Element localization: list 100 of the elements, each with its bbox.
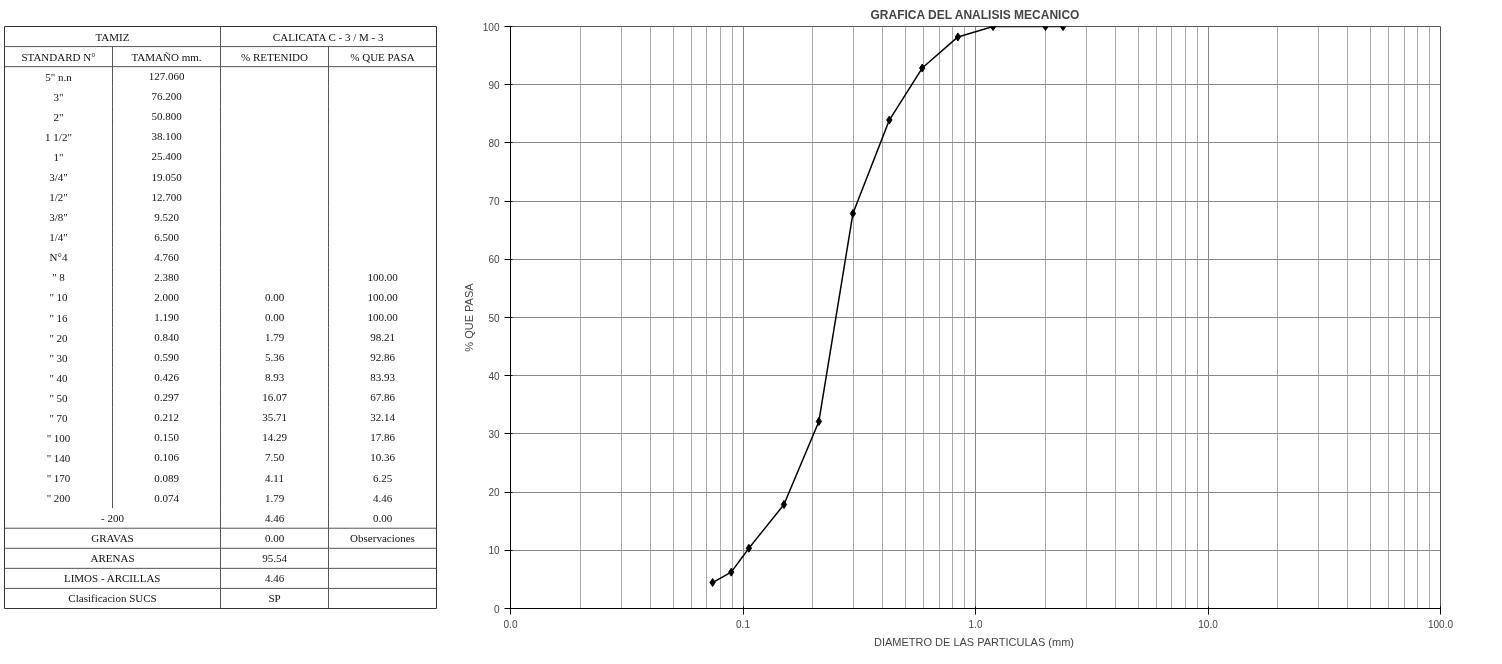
text: 83.93 (370, 371, 396, 384)
text: 9.520 (154, 210, 180, 223)
text: " 10 (49, 291, 69, 304)
text: TAMAÑO mm. (131, 50, 202, 63)
x-tick-label: 0.1 (736, 618, 751, 630)
text: 4.760 (154, 250, 180, 263)
text: 6.500 (154, 230, 180, 243)
text: 4.46 (264, 571, 285, 584)
text: CALICATA C - 3 / M - 3 (272, 30, 385, 43)
text: Clasificacion SUCS (68, 592, 157, 605)
text: 0.074 (154, 491, 180, 504)
text: TAMIZ (95, 30, 130, 43)
text: 1.79 (264, 331, 285, 344)
text: 100.00 (367, 290, 399, 303)
text: 2.000 (154, 290, 180, 303)
text: 4.11 (265, 471, 284, 484)
text: " 70 (49, 411, 69, 424)
y-tick-label: 10 (488, 545, 500, 557)
point (954, 32, 962, 42)
y-tick-label: 0 (493, 603, 500, 615)
text: 25.400 (151, 150, 183, 163)
text: " 40 (49, 371, 69, 384)
text: 0.297 (154, 391, 180, 404)
text: LIMOS - ARCILLAS (63, 572, 161, 585)
text: 76.200 (151, 90, 183, 103)
y-tick-label: 50 (488, 312, 500, 324)
text: STANDARD N° (21, 50, 96, 63)
y-tick-label: 80 (488, 137, 500, 149)
text: - 200 (101, 512, 125, 525)
text: ARENAS (90, 552, 135, 565)
x-tick-label: 10.0 (1198, 618, 1219, 630)
point (745, 543, 753, 553)
text: 14.29 (262, 431, 288, 444)
text: " 140 (46, 451, 71, 464)
point (815, 416, 823, 426)
text: GRAVAS (91, 532, 134, 545)
y-tick-label: 30 (488, 428, 500, 440)
y-tick-label: 60 (488, 254, 500, 266)
text: 5.36 (264, 351, 285, 364)
text: 0.840 (154, 331, 180, 344)
text: 95.54 (262, 551, 288, 564)
text: 1 1/2" (45, 130, 72, 143)
text: 67.86 (370, 391, 396, 404)
text: 100.00 (367, 270, 399, 283)
text: 8.93 (264, 371, 285, 384)
text: 3/8" (49, 211, 68, 224)
text: 1" (53, 150, 64, 163)
text: " 200 (46, 492, 71, 505)
text: 19.050 (151, 170, 183, 183)
chart-title: GRAFICA DEL ANALISIS MECANICO (870, 7, 1080, 22)
text: 17.86 (370, 431, 396, 444)
x-tick-label: 100.0 (1427, 618, 1454, 630)
point (886, 115, 893, 125)
text: " 50 (49, 391, 69, 404)
y-tick-label: 70 (488, 196, 500, 208)
y-tick-label: 40 (488, 370, 500, 382)
text: 0.089 (154, 471, 180, 484)
text: 1.190 (154, 311, 180, 323)
y-tick-label: 90 (488, 79, 500, 91)
y-tick-label: 100 (482, 21, 500, 33)
text: 10.36 (370, 451, 396, 464)
text: 5" n.n (45, 70, 73, 83)
text: 100.00 (367, 311, 399, 323)
text: N°4 (49, 251, 68, 264)
text: 2" (53, 110, 64, 123)
text: 0.00 (372, 511, 393, 524)
y-axis-title: % QUE PASA (462, 282, 475, 352)
text: % QUE PASA (350, 50, 415, 63)
text: " 100 (46, 431, 71, 444)
point (919, 63, 926, 73)
text: " 8 (52, 271, 66, 284)
text: 92.86 (370, 351, 396, 364)
text: 50.800 (151, 110, 183, 123)
text: " 16 (49, 311, 69, 324)
text: 98.21 (370, 331, 395, 344)
text: " 30 (49, 351, 69, 364)
text: 2.380 (154, 270, 180, 283)
text: 0.00 (264, 290, 285, 303)
text: 0.426 (154, 371, 180, 384)
text: 1/4" (49, 231, 68, 244)
text: 6.25 (372, 471, 393, 484)
text: 3" (53, 90, 64, 103)
text: 7.50 (264, 451, 285, 464)
text: 38.100 (151, 130, 183, 143)
x-tick-label: 0.0 (503, 618, 518, 630)
text: 0.00 (264, 531, 285, 544)
text: Observaciones (350, 532, 415, 545)
point (780, 500, 788, 510)
text: 1/2" (49, 191, 68, 204)
text: 0.150 (154, 431, 180, 444)
y-tick-label: 20 (488, 487, 500, 499)
text: 32.14 (370, 411, 396, 424)
text: 3/4" (49, 171, 68, 184)
text: 0.590 (154, 351, 180, 364)
text: SP (268, 592, 281, 605)
text: 35.71 (262, 411, 287, 424)
text: 0.106 (154, 451, 180, 464)
point (849, 209, 857, 219)
text: 12.700 (151, 190, 183, 203)
text: 4.46 (372, 491, 393, 504)
